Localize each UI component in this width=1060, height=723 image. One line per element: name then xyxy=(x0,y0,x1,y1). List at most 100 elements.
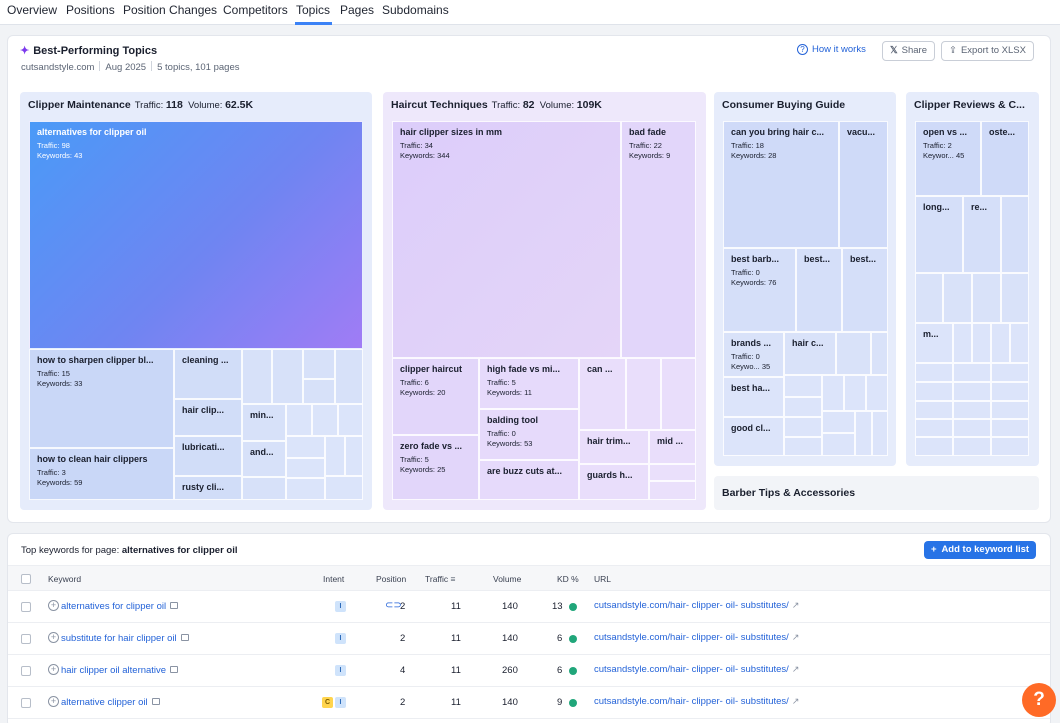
topic-tile[interactable]: balding tool Traffic: 0 Keywords: 53 xyxy=(479,409,579,460)
keyword-link[interactable]: hair clipper oil alternative xyxy=(61,665,179,676)
tab-overview[interactable]: Overview xyxy=(7,3,58,17)
topic-tile[interactable] xyxy=(915,273,943,323)
topic-tile[interactable]: best ha... xyxy=(723,377,784,417)
topic-tile[interactable] xyxy=(953,437,991,456)
topic-tile[interactable] xyxy=(866,375,888,411)
topic-tile[interactable] xyxy=(915,419,953,437)
topic-tile[interactable]: best... xyxy=(796,248,842,332)
topic-tile[interactable] xyxy=(972,273,1001,323)
topic-tile[interactable] xyxy=(325,436,345,476)
external-link-icon[interactable]: ↗ xyxy=(791,664,800,674)
topic-tile[interactable] xyxy=(626,358,661,430)
topic-tile[interactable]: long... xyxy=(915,196,963,273)
topic-tile[interactable]: mid ... xyxy=(649,430,696,464)
row-checkbox[interactable] xyxy=(21,602,31,612)
topic-tile[interactable] xyxy=(872,411,888,456)
tab-position-changes[interactable]: Position Changes xyxy=(123,3,218,17)
share-button[interactable]: 𝕏 Share xyxy=(882,41,936,61)
topic-tile[interactable] xyxy=(953,401,991,419)
column-kd[interactable]: KD % xyxy=(557,574,579,584)
topic-tile[interactable]: alternatives for clipper oil Traffic: 98… xyxy=(29,121,363,349)
row-checkbox[interactable] xyxy=(21,634,31,644)
topic-tile[interactable] xyxy=(242,477,286,500)
topic-tile[interactable]: can ... xyxy=(579,358,626,430)
external-link-icon[interactable]: ↗ xyxy=(791,696,800,706)
serp-icon[interactable] xyxy=(180,634,189,641)
url-link[interactable]: cutsandstyle.com/hair- clipper- oil- sub… xyxy=(594,696,799,707)
topic-tile[interactable]: hair clip... xyxy=(174,399,242,436)
topic-tile[interactable] xyxy=(953,363,991,382)
topic-tile[interactable] xyxy=(303,379,335,404)
topic-tile[interactable] xyxy=(855,411,872,456)
topic-tile[interactable]: and... xyxy=(242,441,286,477)
topic-panel-haircut-techniques[interactable]: Haircut Techniques Traffic: 82 Volume: 10… xyxy=(383,92,706,510)
topic-tile[interactable]: hair clipper sizes in mm Traffic: 34 Keyw… xyxy=(392,121,621,358)
help-button[interactable]: ? xyxy=(1022,683,1056,717)
topic-tile[interactable] xyxy=(822,375,844,411)
topic-tile[interactable] xyxy=(991,363,1029,382)
topic-tile[interactable] xyxy=(991,382,1029,401)
topic-tile[interactable]: bad fade Traffic: 22 Keywords: 9 xyxy=(621,121,696,358)
topic-tile[interactable] xyxy=(286,404,312,436)
topic-tile[interactable] xyxy=(943,273,972,323)
topic-tile[interactable]: best barb... Traffic: 0 Keywords: 76 xyxy=(723,248,796,332)
topic-tile[interactable]: vacu... xyxy=(839,121,888,248)
topic-tile[interactable] xyxy=(822,433,855,456)
topic-panel-consumer-buying-guide[interactable]: Consumer Buying Guide can you bring hair… xyxy=(714,92,896,466)
topic-tile[interactable]: hair c... xyxy=(784,332,836,375)
topic-tile[interactable]: oste... xyxy=(981,121,1029,196)
topic-panel-clipper-reviews[interactable]: Clipper Reviews & C... open vs ... Traff… xyxy=(906,92,1039,466)
url-link[interactable]: cutsandstyle.com/hair- clipper- oil- sub… xyxy=(594,600,799,611)
topic-tile[interactable] xyxy=(649,481,696,500)
topic-tile[interactable] xyxy=(991,437,1029,456)
topic-tile[interactable]: guards h... xyxy=(579,464,649,500)
topic-panel-barber-tips[interactable]: Barber Tips & Accessories xyxy=(714,476,1039,510)
column-traffic[interactable]: Traffic ≡ xyxy=(425,574,456,584)
tab-subdomains[interactable]: Subdomains xyxy=(382,3,449,17)
topic-tile[interactable] xyxy=(649,464,696,481)
row-checkbox[interactable] xyxy=(21,666,31,676)
add-keyword-icon[interactable]: + xyxy=(48,632,59,643)
topic-tile[interactable]: hair trim... xyxy=(579,430,649,464)
column-intent[interactable]: Intent xyxy=(323,574,345,584)
topic-tile[interactable] xyxy=(915,363,953,382)
topic-tile[interactable] xyxy=(286,458,325,478)
topic-tile[interactable] xyxy=(784,437,822,456)
topic-tile[interactable] xyxy=(242,349,272,404)
topic-tile[interactable]: are buzz cuts at... xyxy=(479,460,579,500)
topic-tile[interactable]: m... xyxy=(915,323,953,363)
topic-tile[interactable]: re... xyxy=(963,196,1001,273)
topic-tile[interactable]: clipper haircut Traffic: 6 Keywords: 20 xyxy=(392,358,479,435)
column-keyword[interactable]: Keyword xyxy=(48,574,82,584)
topic-tile[interactable] xyxy=(661,358,696,430)
topic-tile[interactable] xyxy=(1001,273,1029,323)
how-it-works-link[interactable]: ? How it works xyxy=(797,44,866,55)
external-link-icon[interactable]: ↗ xyxy=(791,632,800,642)
topic-tile[interactable] xyxy=(272,349,303,404)
topic-tile[interactable]: lubricati... xyxy=(174,436,242,476)
keyword-link[interactable]: alternatives for clipper oil xyxy=(61,601,179,612)
topic-tile[interactable] xyxy=(991,323,1010,363)
topic-tile[interactable]: good cl... xyxy=(723,417,784,456)
url-link[interactable]: cutsandstyle.com/hair- clipper- oil- sub… xyxy=(594,632,799,643)
topic-tile[interactable]: min... xyxy=(242,404,286,441)
topic-tile[interactable] xyxy=(953,382,991,401)
topic-tile[interactable] xyxy=(836,332,871,375)
tab-pages[interactable]: Pages xyxy=(340,3,375,17)
tab-positions[interactable]: Positions xyxy=(66,3,115,17)
topic-tile[interactable]: open vs ... Traffic: 2 Keywor... 45 xyxy=(915,121,981,196)
topic-tile[interactable]: how to sharpen clipper bl... Traffic: 15… xyxy=(29,349,174,448)
topic-tile[interactable] xyxy=(972,323,991,363)
add-keyword-icon[interactable]: + xyxy=(48,600,59,611)
topic-tile[interactable] xyxy=(915,382,953,401)
serp-icon[interactable] xyxy=(170,666,179,673)
topic-tile[interactable] xyxy=(286,436,325,458)
topic-tile[interactable] xyxy=(312,404,338,436)
topic-tile[interactable]: can you bring hair c... Traffic: 18 Keywo… xyxy=(723,121,839,248)
topic-tile[interactable] xyxy=(953,323,972,363)
row-checkbox[interactable] xyxy=(21,698,31,708)
column-position[interactable]: Position xyxy=(376,574,407,584)
keyword-link[interactable]: alternative clipper oil xyxy=(61,697,160,708)
topic-tile[interactable]: cleaning ... xyxy=(174,349,242,399)
topic-tile[interactable] xyxy=(303,349,335,379)
